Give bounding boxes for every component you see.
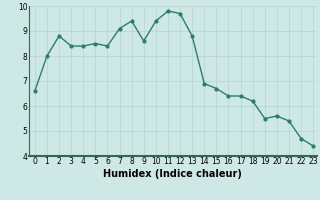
X-axis label: Humidex (Indice chaleur): Humidex (Indice chaleur) (103, 169, 242, 179)
